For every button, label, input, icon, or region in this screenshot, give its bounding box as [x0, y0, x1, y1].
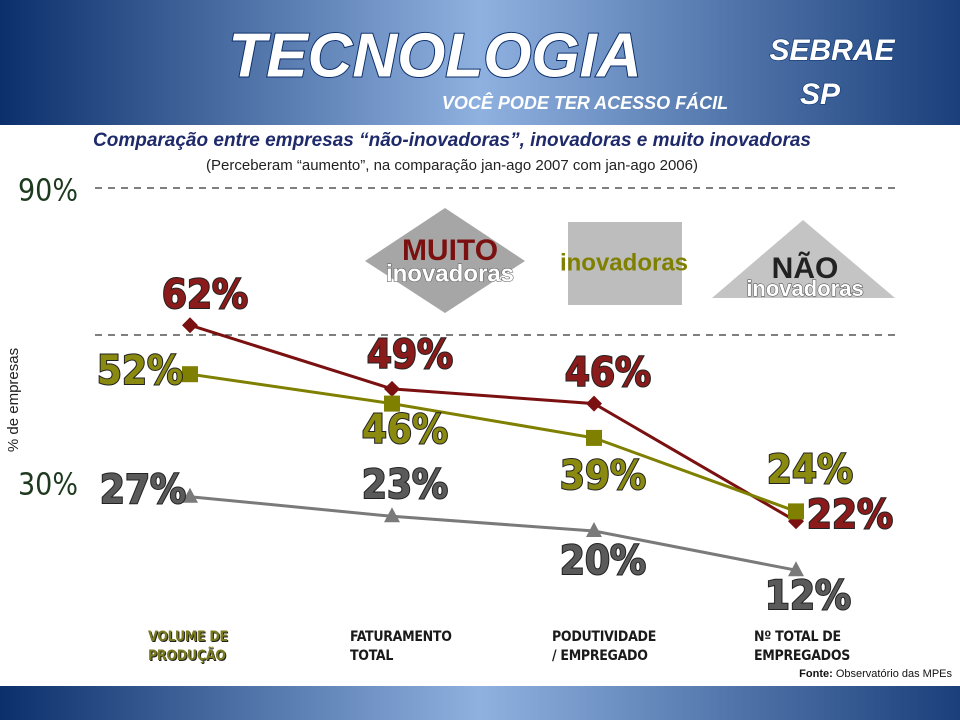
x-tick-label: FATURAMENTO TOTAL	[350, 629, 452, 664]
sebrae-region: SP	[800, 78, 841, 111]
data-label: 22%	[807, 492, 893, 538]
x-tick-label: VOLUME DE PRODUÇÃO	[148, 629, 228, 664]
header-banner	[0, 0, 960, 125]
source: Fonte: Observatório das MPEs	[799, 668, 952, 680]
point	[384, 507, 400, 523]
data-label: 49%	[367, 332, 453, 378]
data-label: 23%	[362, 462, 448, 508]
point	[182, 366, 198, 383]
chart-subtitle: (Perceberam “aumento”, na comparação jan…	[206, 157, 698, 174]
data-label: 24%	[767, 447, 853, 493]
data-label: 39%	[560, 453, 646, 499]
data-label: 27%	[100, 467, 186, 513]
point	[788, 561, 804, 577]
legend-entry: inovadoras	[386, 260, 514, 287]
chart-title: Comparação entre empresas “não-inovadora…	[93, 130, 811, 151]
legend-badge	[568, 222, 682, 305]
x-tick-label: PODUTIVIDADE / EMPREGADO	[552, 629, 656, 664]
point	[182, 317, 198, 334]
series-line	[189, 495, 797, 572]
legend-qualifier: NÃO	[772, 251, 839, 285]
y-tick-label: 30%	[18, 468, 78, 503]
source-label: Fonte:	[799, 668, 833, 680]
data-label: 20%	[560, 538, 646, 584]
data-label: 46%	[362, 407, 448, 453]
legend-badge	[712, 220, 895, 298]
data-label: 12%	[765, 573, 851, 619]
footer-banner	[0, 686, 960, 720]
brand-tagline: VOCÊ PODE TER ACESSO FÁCIL	[442, 92, 728, 113]
point	[384, 380, 400, 397]
y-axis-label: % de empresas	[5, 348, 22, 452]
y-tick-label: 90%	[18, 174, 78, 209]
sebrae-logo: SEBRAE	[769, 34, 895, 67]
point	[586, 522, 602, 537]
legend-qualifier: MUITO	[402, 234, 498, 267]
point	[586, 395, 602, 412]
point	[182, 487, 198, 503]
x-tick-label: Nº TOTAL DE EMPREGADOS	[754, 629, 850, 664]
series-line	[189, 323, 797, 523]
point	[586, 429, 602, 446]
data-label: 52%	[97, 348, 183, 394]
legend-badge	[365, 208, 525, 313]
legend-entry: inovadoras	[560, 249, 688, 276]
legend-entry: inovadoras	[746, 276, 863, 301]
series-line	[189, 372, 797, 513]
source-text: Observatório das MPEs	[836, 668, 953, 680]
point	[788, 503, 804, 520]
data-label: 46%	[565, 350, 651, 396]
data-label: 62%	[162, 272, 248, 318]
point	[384, 395, 400, 412]
brand-title: TECNOLOGIA	[228, 21, 641, 90]
